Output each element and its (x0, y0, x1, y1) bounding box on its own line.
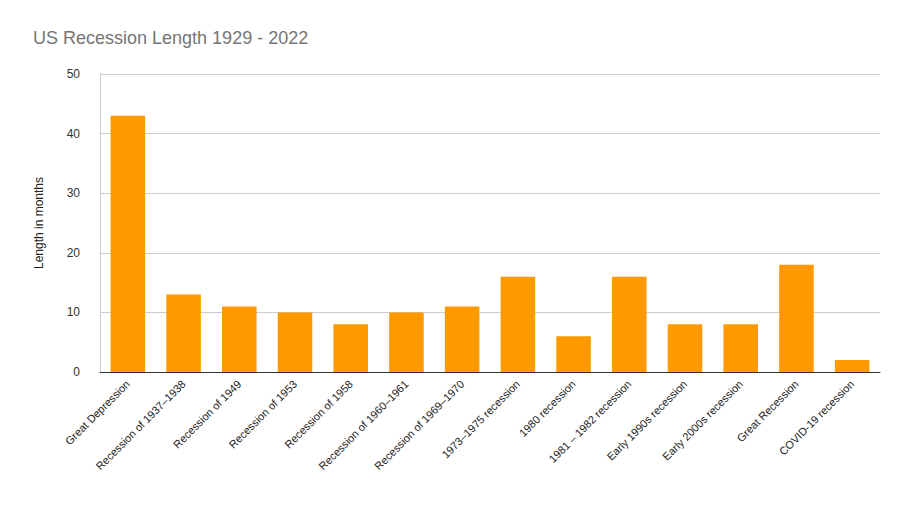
svg-text:20: 20 (67, 246, 81, 260)
svg-text:Recession of 1937–1938: Recession of 1937–1938 (93, 378, 187, 472)
svg-text:1973–1975 recession: 1973–1975 recession (439, 378, 522, 461)
svg-text:Early 2000s recession: Early 2000s recession (660, 378, 745, 463)
svg-text:10: 10 (67, 305, 81, 319)
svg-text:1980 recession: 1980 recession (517, 378, 578, 439)
svg-text:COVID-19 recession: COVID-19 recession (777, 378, 857, 458)
svg-text:1981 – 1982 recession: 1981 – 1982 recession (546, 377, 634, 465)
svg-text:US Recession Length 1929 - 202: US Recession Length 1929 - 2022 (33, 28, 308, 48)
svg-text:Great Depression: Great Depression (62, 377, 133, 448)
svg-text:Recession of 1969–1970: Recession of 1969–1970 (372, 378, 466, 472)
svg-text:40: 40 (67, 127, 81, 141)
svg-text:Great Recession: Great Recession (734, 377, 801, 445)
svg-text:0: 0 (73, 365, 80, 379)
svg-text:Recession of 1960–1961: Recession of 1960–1961 (316, 378, 410, 472)
svg-text:50: 50 (67, 67, 81, 81)
svg-text:30: 30 (67, 186, 81, 200)
svg-text:Early 1990s recession: Early 1990s recession (604, 377, 690, 463)
svg-text:Length in months: Length in months (32, 177, 46, 269)
svg-text:Recession of 1949: Recession of 1949 (170, 377, 244, 451)
svg-text:Recession of 1958: Recession of 1958 (282, 377, 355, 451)
svg-text:Recession of 1953: Recession of 1953 (226, 377, 300, 451)
